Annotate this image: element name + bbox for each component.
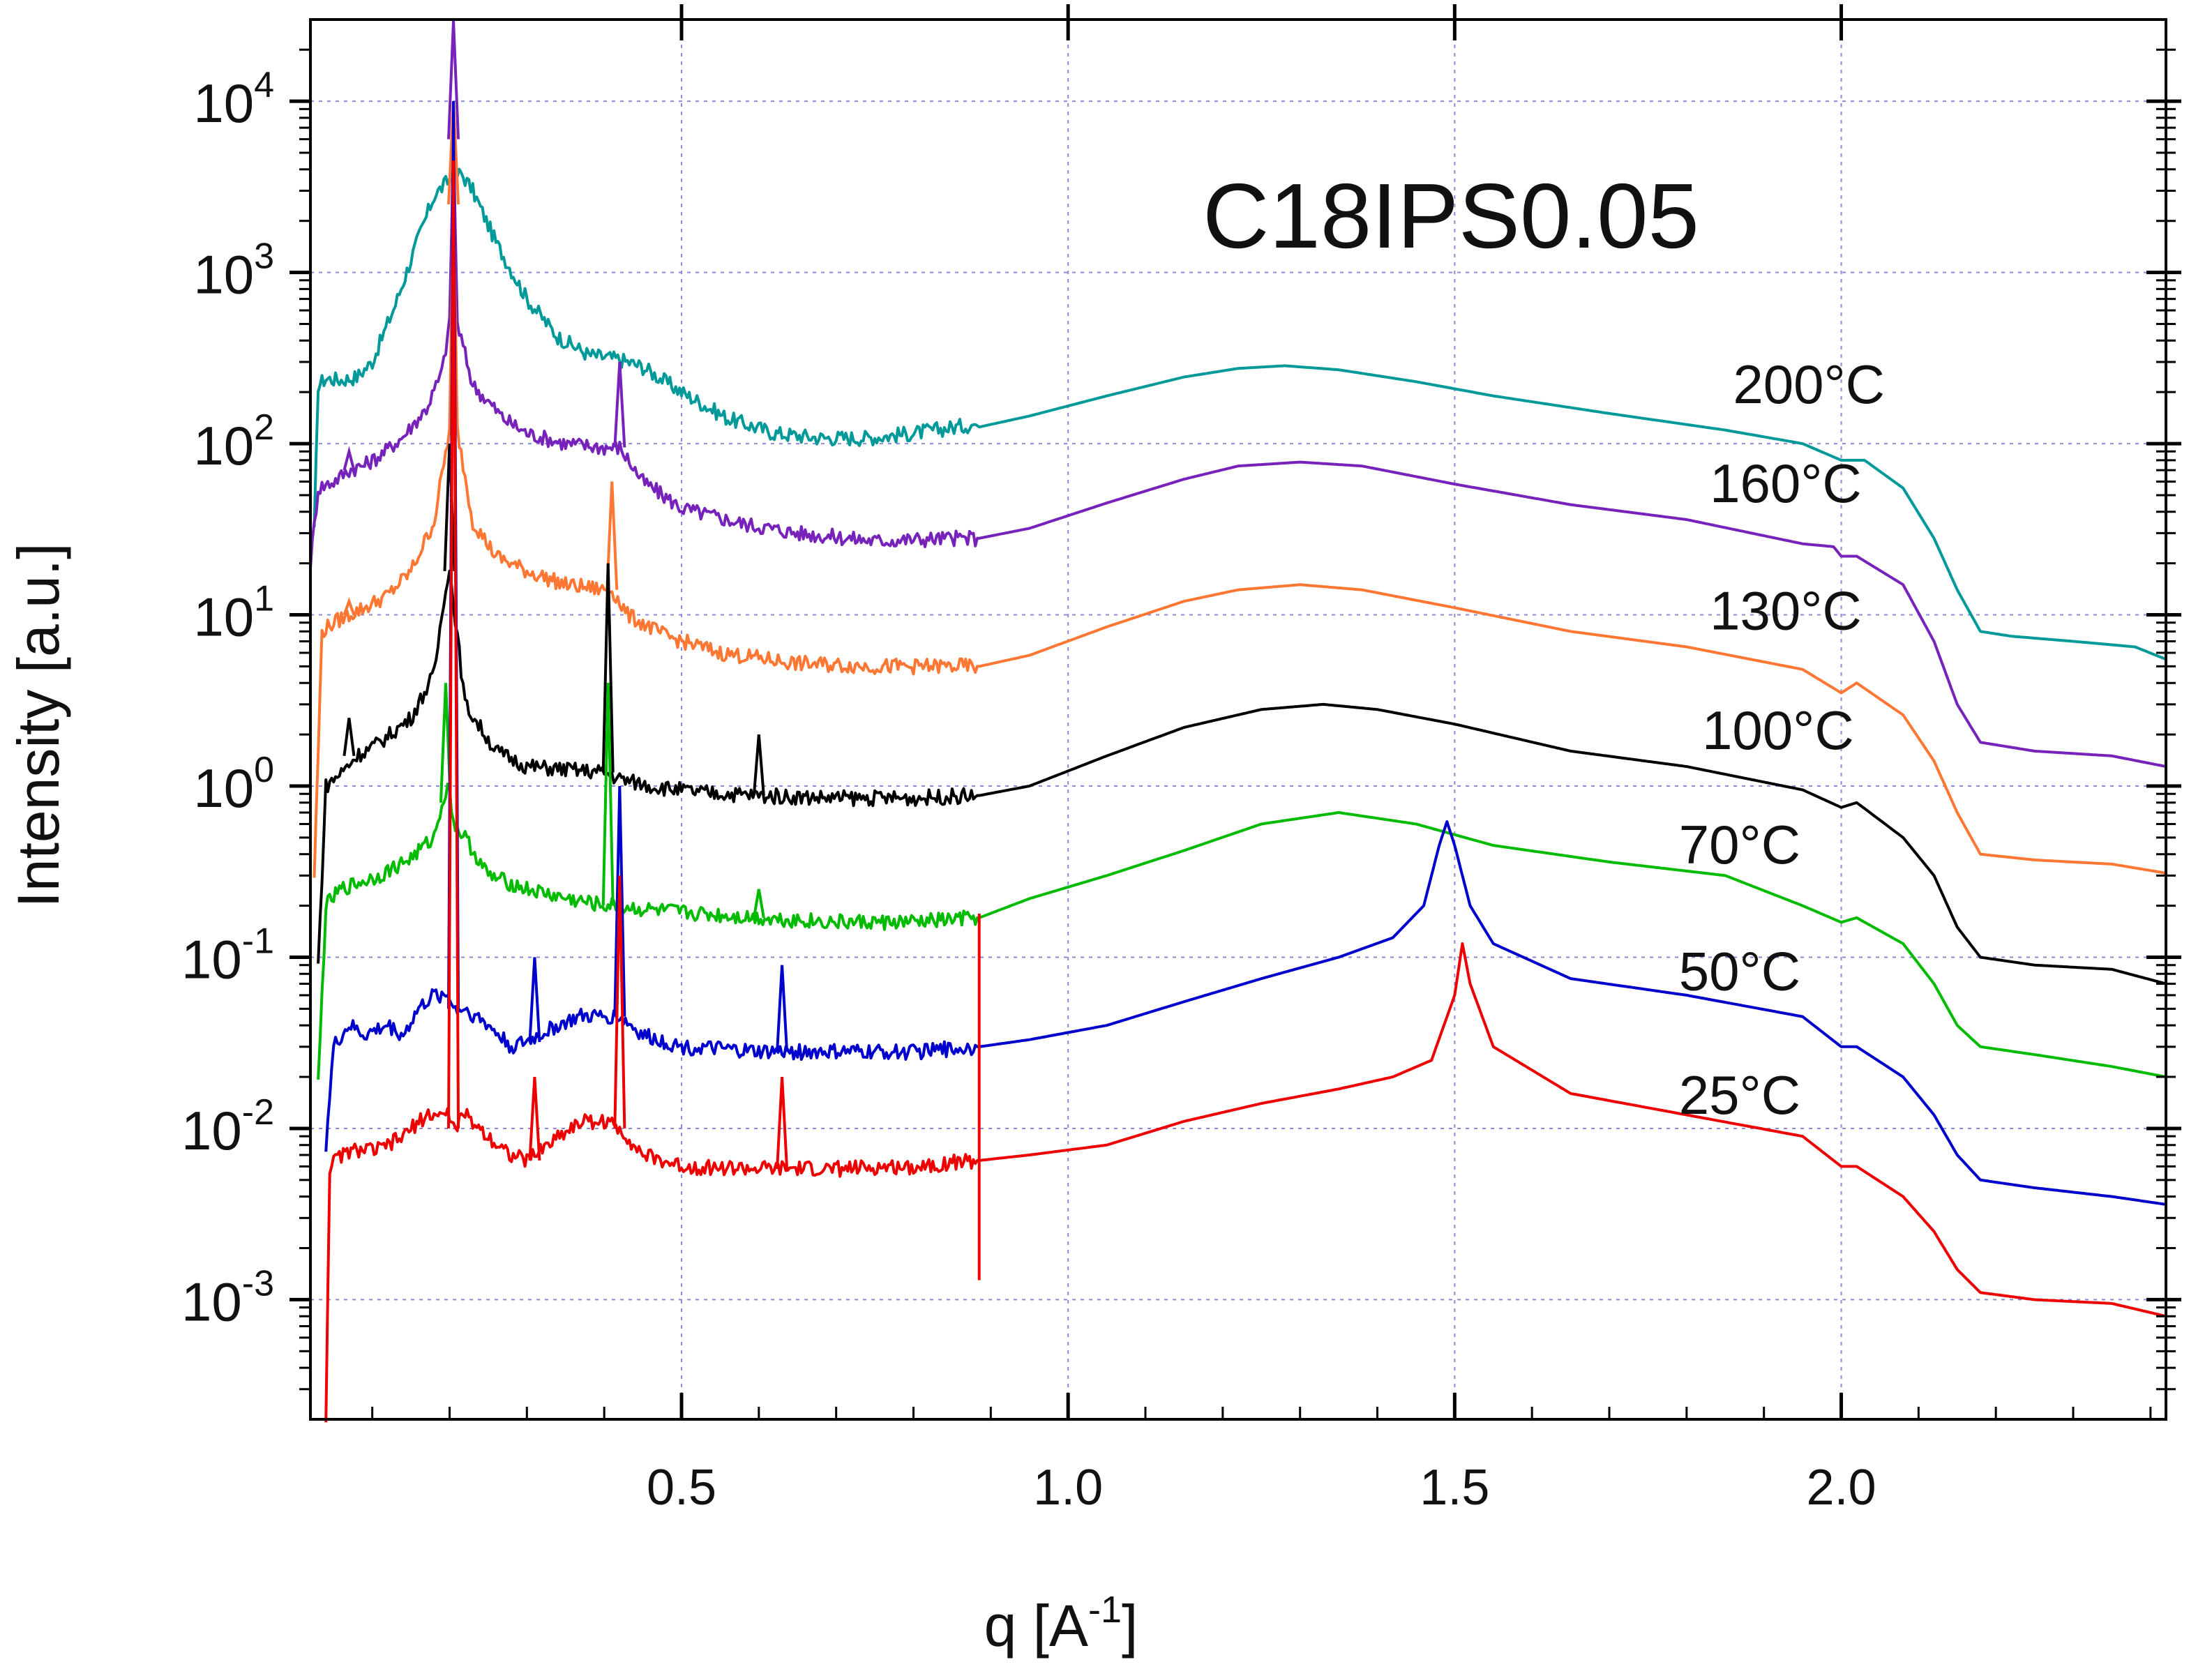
series-label-200°C: 200°C (1733, 354, 1885, 415)
grid (310, 20, 2166, 1419)
plot-frame (309, 18, 2167, 1421)
x-tick-label: 1.5 (1420, 1460, 1489, 1516)
series-line-130°C (313, 198, 2167, 878)
series-group (309, 20, 2167, 1423)
series-peak (613, 785, 626, 1017)
series-peak (601, 683, 615, 906)
series-label-100°C: 100°C (1702, 700, 1854, 761)
series-line-200°C (313, 167, 2167, 661)
y-tick-label: 10-2 (181, 1092, 274, 1161)
chart-title: C18IPS0.05 (1203, 165, 1699, 267)
y-tick-label: 102 (193, 407, 274, 476)
series-peak (776, 965, 789, 1052)
labels: 0.5 1.0 1.5 2.0 10-3 10-2 10-1 100 101 102 103 104 2… (181, 65, 1885, 1516)
series-peak (613, 361, 626, 448)
y-axis-label: Intensity [a.u.] (6, 543, 71, 908)
series-label-130°C: 130°C (1710, 580, 1862, 641)
series-line-25°C (324, 942, 2167, 1423)
y-tick-label: 10-1 (181, 921, 274, 990)
series-peak (343, 597, 356, 616)
series-label-160°C: 160°C (1710, 453, 1862, 514)
series-line-70°C (317, 783, 2167, 1080)
series-peak (752, 889, 765, 919)
series-label-50°C: 50°C (1679, 941, 1800, 1002)
series-line-160°C (309, 136, 2167, 768)
series-peak (447, 160, 460, 1128)
x-tick-label: 2.0 (1806, 1460, 1876, 1516)
y-tick-label: 104 (193, 65, 274, 134)
series-peak (528, 957, 541, 1043)
ticks (289, 4, 2181, 1419)
series-peak (613, 875, 626, 1128)
series-peak (601, 563, 615, 773)
x-axis-label: q [A-1] (984, 1589, 1138, 1659)
series-peak (776, 1076, 789, 1170)
y-tick-label: 101 (193, 579, 274, 648)
series-peak (752, 734, 765, 796)
x-tick-label: 1.0 (1033, 1460, 1103, 1516)
series-peak (343, 718, 356, 757)
series-label-25°C: 25°C (1679, 1064, 1800, 1126)
y-tick-label: 103 (193, 236, 274, 305)
series-line-100°C (317, 569, 2167, 985)
y-tick-label: 100 (193, 750, 274, 819)
series-peak (343, 446, 356, 471)
y-tick-label: 10-3 (181, 1263, 274, 1332)
series-peak (605, 481, 619, 590)
series-peak (528, 1076, 541, 1161)
series-label-70°C: 70°C (1679, 814, 1800, 875)
series-line-50°C (324, 820, 2167, 1206)
x-tick-label: 0.5 (647, 1460, 716, 1516)
